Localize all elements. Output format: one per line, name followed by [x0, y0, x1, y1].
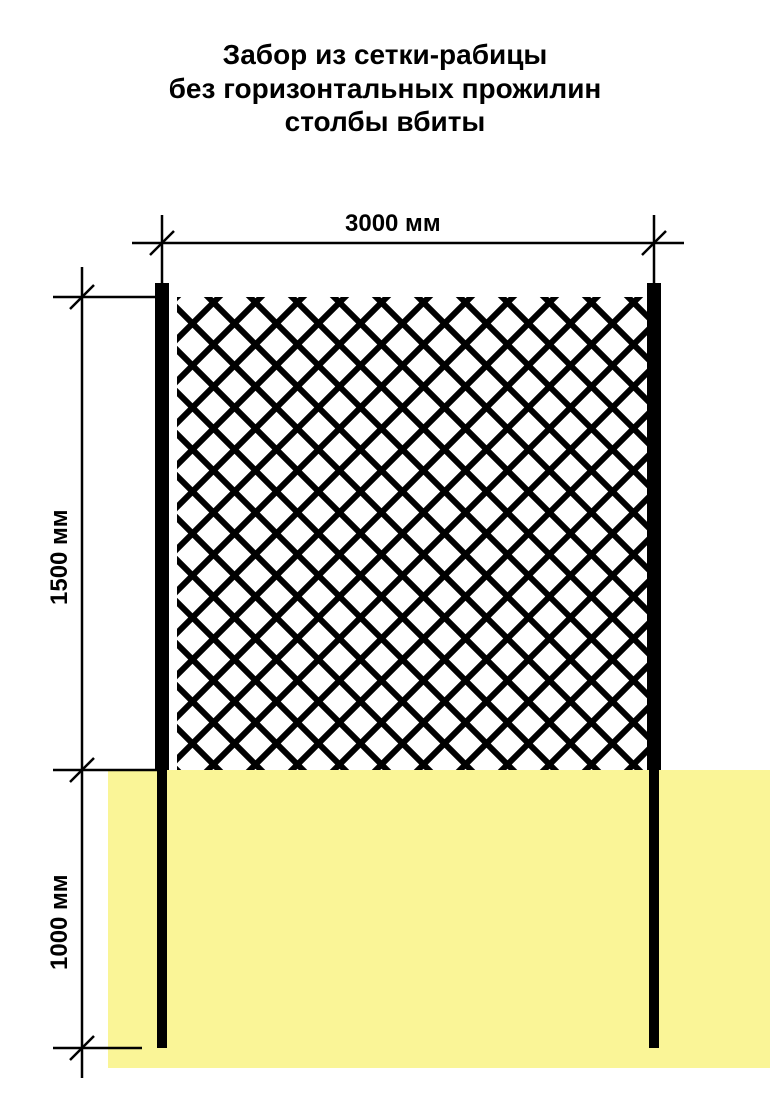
fence-diagram — [0, 0, 770, 1116]
